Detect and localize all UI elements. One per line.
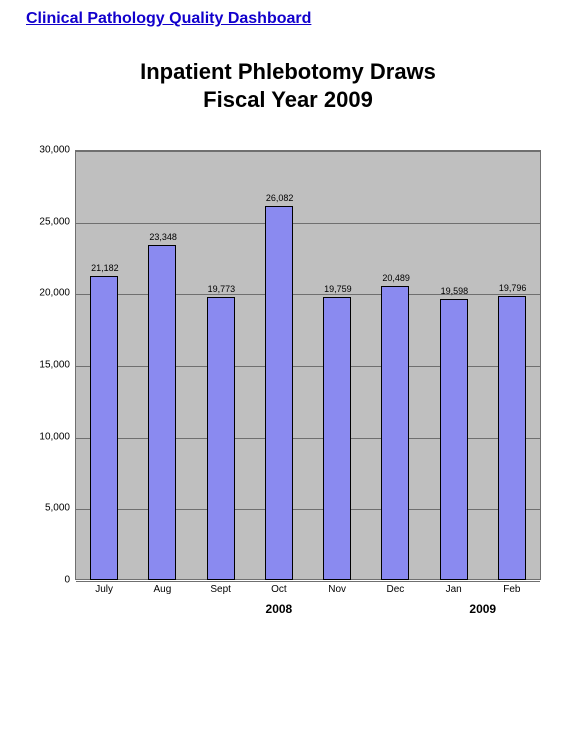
bar-value-label: 20,489 (382, 273, 408, 283)
y-tick-label: 0 (30, 575, 70, 586)
x-tick-label: July (95, 584, 113, 595)
bar-slot: 23,348 (148, 150, 176, 580)
y-tick-label: 30,000 (30, 145, 70, 156)
x-tick-label: Oct (271, 584, 287, 595)
x-tick-label: Nov (328, 584, 346, 595)
gridline (76, 581, 540, 582)
bar: 21,182 (90, 276, 118, 580)
x-tick-label: Dec (386, 584, 404, 595)
bar-value-label: 19,598 (441, 286, 467, 296)
bar-value-label: 19,773 (208, 284, 234, 294)
y-tick-label: 20,000 (30, 288, 70, 299)
bar-slot: 20,489 (381, 150, 409, 580)
bar: 19,598 (440, 299, 468, 580)
bar: 19,773 (207, 297, 235, 580)
bar-slot: 21,182 (90, 150, 118, 580)
y-tick-label: 15,000 (30, 360, 70, 371)
x-tick-label: Jan (446, 584, 462, 595)
bar-slot: 19,759 (323, 150, 351, 580)
x-tick-label: Aug (153, 584, 171, 595)
bar-chart: 21,182 23,348 19,773 26,082 19,759 20,489 19,5… (30, 150, 546, 620)
bars-layer: 21,182 23,348 19,773 26,082 19,759 20,489 19,5… (75, 150, 541, 580)
dashboard-link[interactable]: Clinical Pathology Quality Dashboard (26, 10, 311, 28)
bar: 23,348 (148, 245, 176, 580)
bar-slot: 19,773 (207, 150, 235, 580)
bar-value-label: 19,759 (324, 284, 350, 294)
title-line-2: Fiscal Year 2009 (203, 87, 373, 112)
bar-value-label: 21,182 (91, 263, 117, 273)
x-tick-label: Feb (503, 584, 520, 595)
bar: 26,082 (265, 206, 293, 580)
page: Clinical Pathology Quality Dashboard Inp… (0, 0, 576, 756)
bar-value-label: 26,082 (266, 193, 292, 203)
y-tick-label: 25,000 (30, 216, 70, 227)
bar: 19,796 (498, 296, 526, 580)
title-line-1: Inpatient Phlebotomy Draws (140, 59, 436, 84)
bar: 20,489 (381, 286, 409, 580)
bar-slot: 19,598 (440, 150, 468, 580)
bar-value-label: 19,796 (499, 283, 525, 293)
x-tick-label: Sept (210, 584, 231, 595)
bar: 19,759 (323, 297, 351, 580)
bar-slot: 26,082 (265, 150, 293, 580)
group-label: 2008 (266, 602, 293, 616)
y-tick-label: 5,000 (30, 503, 70, 514)
page-title: Inpatient Phlebotomy Draws Fiscal Year 2… (0, 58, 576, 113)
bar-value-label: 23,348 (149, 232, 175, 242)
group-label: 2009 (469, 602, 496, 616)
bar-slot: 19,796 (498, 150, 526, 580)
y-tick-label: 10,000 (30, 431, 70, 442)
